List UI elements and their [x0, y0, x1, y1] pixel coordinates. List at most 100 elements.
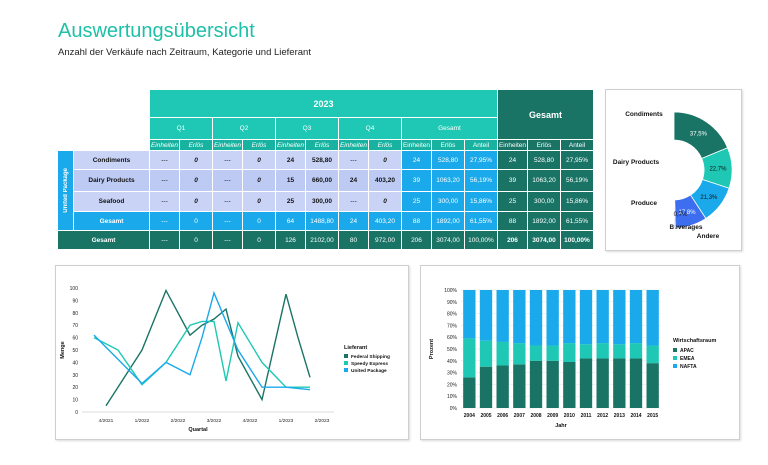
share-header: Anteil	[560, 139, 594, 151]
quarter-header: Q3	[275, 117, 339, 140]
row-label: Gesamt	[57, 230, 150, 250]
cell: 24	[275, 150, 306, 170]
table-row: Seafood --- 0 --- 0 25 300,00 --- 0 25 3…	[58, 191, 594, 212]
legend-swatch	[673, 364, 677, 368]
cell: 3074,00	[527, 230, 561, 250]
cell: 403,20	[368, 211, 402, 231]
x-tick-label: 1/2022	[135, 418, 150, 424]
cell: ---	[149, 230, 180, 250]
cell: 528,80	[305, 150, 339, 170]
cell: 660,00	[305, 169, 339, 192]
line-chart: 0 10 20 30 40 50 60 70 80 90 100 4/2021 1/2022 2/2022…	[60, 286, 390, 433]
cell: 0	[368, 150, 402, 170]
x-tick-label: 2012	[597, 413, 608, 419]
share-header: Anteil	[464, 139, 498, 151]
bar-segment	[546, 345, 559, 361]
x-tick-label: 2015	[647, 413, 658, 419]
cell: ---	[149, 211, 180, 231]
supplier-group-label: United Package	[57, 150, 74, 231]
donut-chart-panel: 37,5% Condiments 22,7% Dairy Products 21,3% P…	[605, 89, 742, 251]
y-axis-title: Menge	[60, 341, 66, 358]
y-tick-label: 0	[75, 410, 78, 416]
page-title: Auswertungsübersicht	[58, 20, 255, 42]
row-label: Gesamt	[73, 211, 150, 231]
cell: 56,19%	[464, 169, 498, 192]
x-tick-label: 2004	[464, 413, 475, 419]
cell: 24	[338, 211, 369, 231]
donut-category-label: Produce	[631, 200, 657, 207]
cell: 61,55%	[464, 211, 498, 231]
x-axis-title: Jahr	[555, 423, 567, 429]
bar-segment	[529, 360, 543, 408]
y-tick-label: 90	[72, 298, 78, 304]
y-tick-label: 30%	[447, 371, 458, 377]
bar-segment	[646, 363, 659, 408]
y-tick-label: 60	[72, 336, 78, 342]
y-tick-label: 50%	[447, 347, 458, 353]
bar-segment	[546, 290, 559, 346]
line-chart-panel: 0 10 20 30 40 50 60 70 80 90 100 4/2021 1/2022 2/2022…	[55, 265, 409, 440]
bar-segment	[579, 290, 593, 345]
cell: 2102,00	[305, 230, 339, 250]
donut-value-label: 21,3%	[700, 195, 718, 201]
x-tick-label: 2007	[514, 413, 525, 419]
cell: 88	[497, 211, 528, 231]
cell: ---	[212, 230, 243, 250]
bar-segment	[646, 290, 659, 346]
pivot-table: 2023 Gesamt Q1 Q2 Q3 Q4 Gesamt Einheiten…	[57, 89, 594, 250]
cell: 1488,80	[305, 211, 339, 231]
legend-title: Wirtschaftsraum	[673, 338, 716, 344]
x-axis-title: Quartal	[188, 427, 208, 433]
x-tick-label: 2011	[581, 413, 592, 419]
x-tick-label: 2005	[480, 413, 491, 419]
legend-swatch	[673, 348, 677, 352]
cell: ---	[212, 150, 243, 170]
legend-swatch	[344, 361, 348, 365]
revenue-header: Erlös	[305, 139, 339, 151]
bar-segment	[579, 344, 593, 359]
stacked-bar-chart: 0% 10% 20% 30% 40% 50% 60% 70% 80% 90% 100% 2004 200…	[429, 288, 716, 429]
cell: 1892,00	[431, 211, 465, 231]
x-tick-label: 2006	[497, 413, 508, 419]
cell: 64	[275, 211, 306, 231]
cell: 206	[497, 230, 528, 250]
bar-segment	[513, 290, 526, 344]
bar-segment	[563, 290, 576, 344]
cell: 528,80	[431, 150, 465, 170]
cell: 88	[401, 211, 432, 231]
cell: 80	[338, 230, 369, 250]
cell: 1063,20	[431, 169, 465, 192]
cell: 15	[275, 169, 306, 192]
legend-swatch	[344, 354, 348, 358]
y-tick-label: 30	[72, 373, 78, 379]
cell: 0	[242, 230, 276, 250]
y-tick-label: 80%	[447, 312, 458, 318]
cell: 3074,00	[431, 230, 465, 250]
cell: 39	[497, 169, 528, 192]
cell: 300,00	[305, 191, 339, 212]
donut-value-label: 37,5%	[690, 131, 708, 137]
cell: 1892,00	[527, 211, 561, 231]
table-row: United Package Condiments --- 0 --- 0 24…	[57, 150, 594, 231]
cell: ---	[149, 150, 180, 170]
cell: 25	[275, 191, 306, 212]
y-tick-label: 20	[72, 385, 78, 391]
revenue-header: Erlös	[179, 139, 213, 151]
bar-segment	[529, 345, 543, 361]
cell: 528,80	[527, 150, 561, 170]
bar-segment	[613, 358, 626, 408]
cell: 0	[179, 191, 213, 212]
quarter-header: Q4	[338, 117, 402, 140]
cell: 27,95%	[464, 150, 498, 170]
legend-label: EMEA	[680, 356, 695, 362]
bar-segment	[463, 338, 476, 378]
bar-chart-panel: 0% 10% 20% 30% 40% 50% 60% 70% 80% 90% 100% 2004 200…	[420, 265, 740, 440]
bar-segment	[629, 343, 643, 359]
bar-segment	[596, 290, 609, 344]
cell: 24	[338, 169, 369, 192]
donut-chart: 37,5% Condiments 22,7% Dairy Products 21,3% P…	[613, 111, 733, 240]
x-tick-label: 2/2023	[315, 418, 330, 424]
units-header: Einheiten	[275, 139, 306, 151]
y-tick-label: 80	[72, 311, 78, 317]
cell: 0	[242, 211, 276, 231]
